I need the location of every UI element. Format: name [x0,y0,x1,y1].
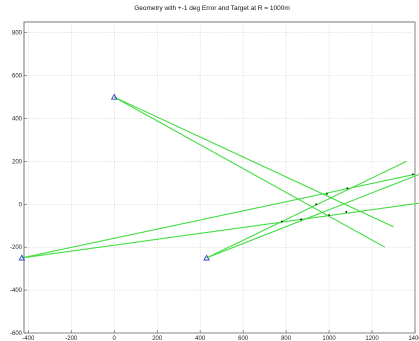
bearing-line [21,173,416,259]
bearing-line [113,96,386,248]
y-tick-label: -200 [10,245,23,251]
y-tick-label: 800 [12,31,23,37]
bearing-line [206,173,419,259]
bearing-line [113,96,394,228]
x-tick-label: 1400 [408,336,419,341]
x-tick-label: 0 [113,336,117,341]
intersection-point [328,214,330,216]
chart-title: Geometry with +-1 deg Error and Target a… [134,5,290,12]
x-tick-label: -200 [65,336,78,341]
x-tick-label: 1200 [365,336,379,341]
axis-ticks: -400-2000200400600800100012001400-600-40… [10,31,419,341]
bearing-line [206,160,407,259]
y-tick-label: -600 [10,331,23,337]
y-tick-label: 600 [12,74,23,80]
y-tick-label: 200 [12,159,23,165]
intersection-point [326,193,328,195]
x-tick-label: 800 [281,336,292,341]
intersection-point [345,210,348,213]
series-lines [21,96,419,259]
intersection-points [280,173,414,223]
sensor-marker [110,93,118,100]
x-tick-label: 600 [238,336,249,341]
sensor-marker [18,254,26,261]
intersection-point [346,187,349,190]
y-tick-label: -400 [10,288,23,294]
y-tick-label: 0 [19,202,23,208]
x-tick-label: 200 [152,336,163,341]
intersection-point [315,203,318,206]
x-tick-label: 400 [195,336,206,341]
sensor-marker [203,254,210,261]
x-tick-label: -400 [22,336,35,341]
plot-area [23,21,416,334]
x-tick-label: 1000 [322,336,336,341]
y-tick-label: 400 [12,117,23,123]
intersection-point [411,173,414,176]
intersection-point [300,218,303,221]
intersection-point [280,220,283,223]
sensor-markers [18,93,210,261]
bearing-line [21,202,419,259]
